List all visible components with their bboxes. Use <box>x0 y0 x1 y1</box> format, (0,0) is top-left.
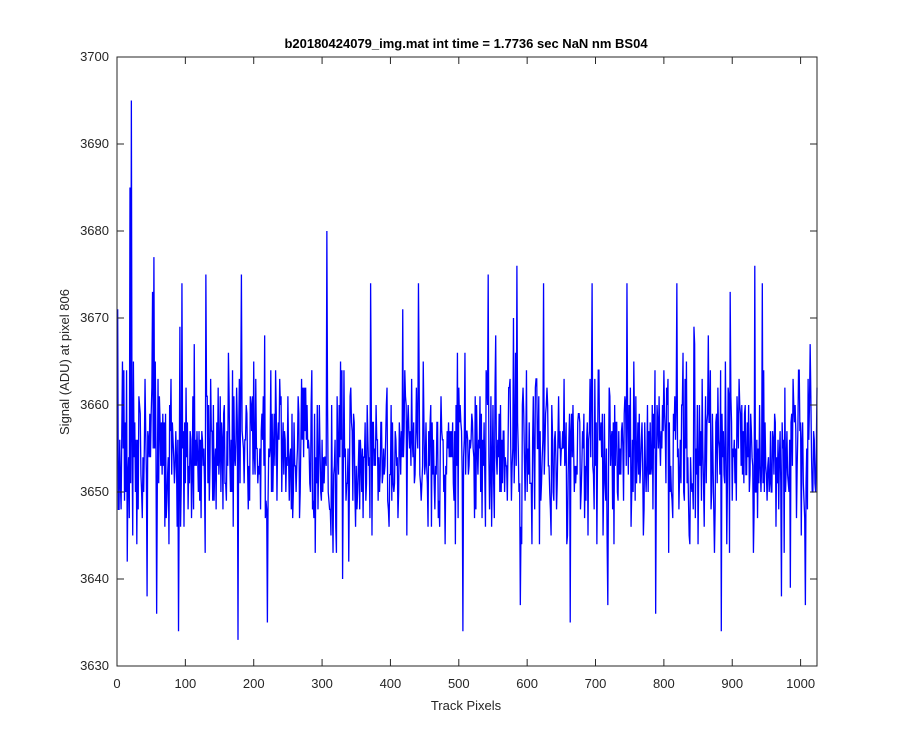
x-tick-label: 200 <box>243 676 265 691</box>
signal-series-line <box>117 100 818 640</box>
y-tick-label: 3630 <box>80 658 109 673</box>
x-tick-label: 300 <box>311 676 333 691</box>
x-tick-label: 900 <box>721 676 743 691</box>
x-tick-label: 500 <box>448 676 470 691</box>
axes-box <box>116 56 818 667</box>
y-tick-label: 3650 <box>80 484 109 499</box>
x-axis-label: Track Pixels <box>431 698 502 713</box>
x-tick-label: 100 <box>175 676 197 691</box>
chart-title: b20180424079_img.mat int time = 1.7736 s… <box>284 36 648 51</box>
x-tick-label: 1000 <box>786 676 815 691</box>
y-tick-label: 3670 <box>80 310 109 325</box>
y-tick-label: 3700 <box>80 49 109 64</box>
x-tick-label: 600 <box>516 676 538 691</box>
x-tick-label: 700 <box>585 676 607 691</box>
y-tick-label: 3640 <box>80 571 109 586</box>
axes-background <box>117 57 817 666</box>
y-tick-label: 3680 <box>80 223 109 238</box>
y-axis-label: Signal (ADU) at pixel 806 <box>57 289 72 435</box>
x-axis: 0 100 200 300 400 500 600 700 800 900 1000 <box>113 57 815 691</box>
x-tick-label: 800 <box>653 676 675 691</box>
y-axis: 3630 3640 3650 3660 3670 3680 3690 3700 <box>80 49 817 673</box>
y-tick-label: 3660 <box>80 397 109 412</box>
y-tick-label: 3690 <box>80 136 109 151</box>
x-tick-label: 400 <box>380 676 402 691</box>
x-tick-label: 0 <box>113 676 120 691</box>
signal-series-layer <box>117 100 818 640</box>
